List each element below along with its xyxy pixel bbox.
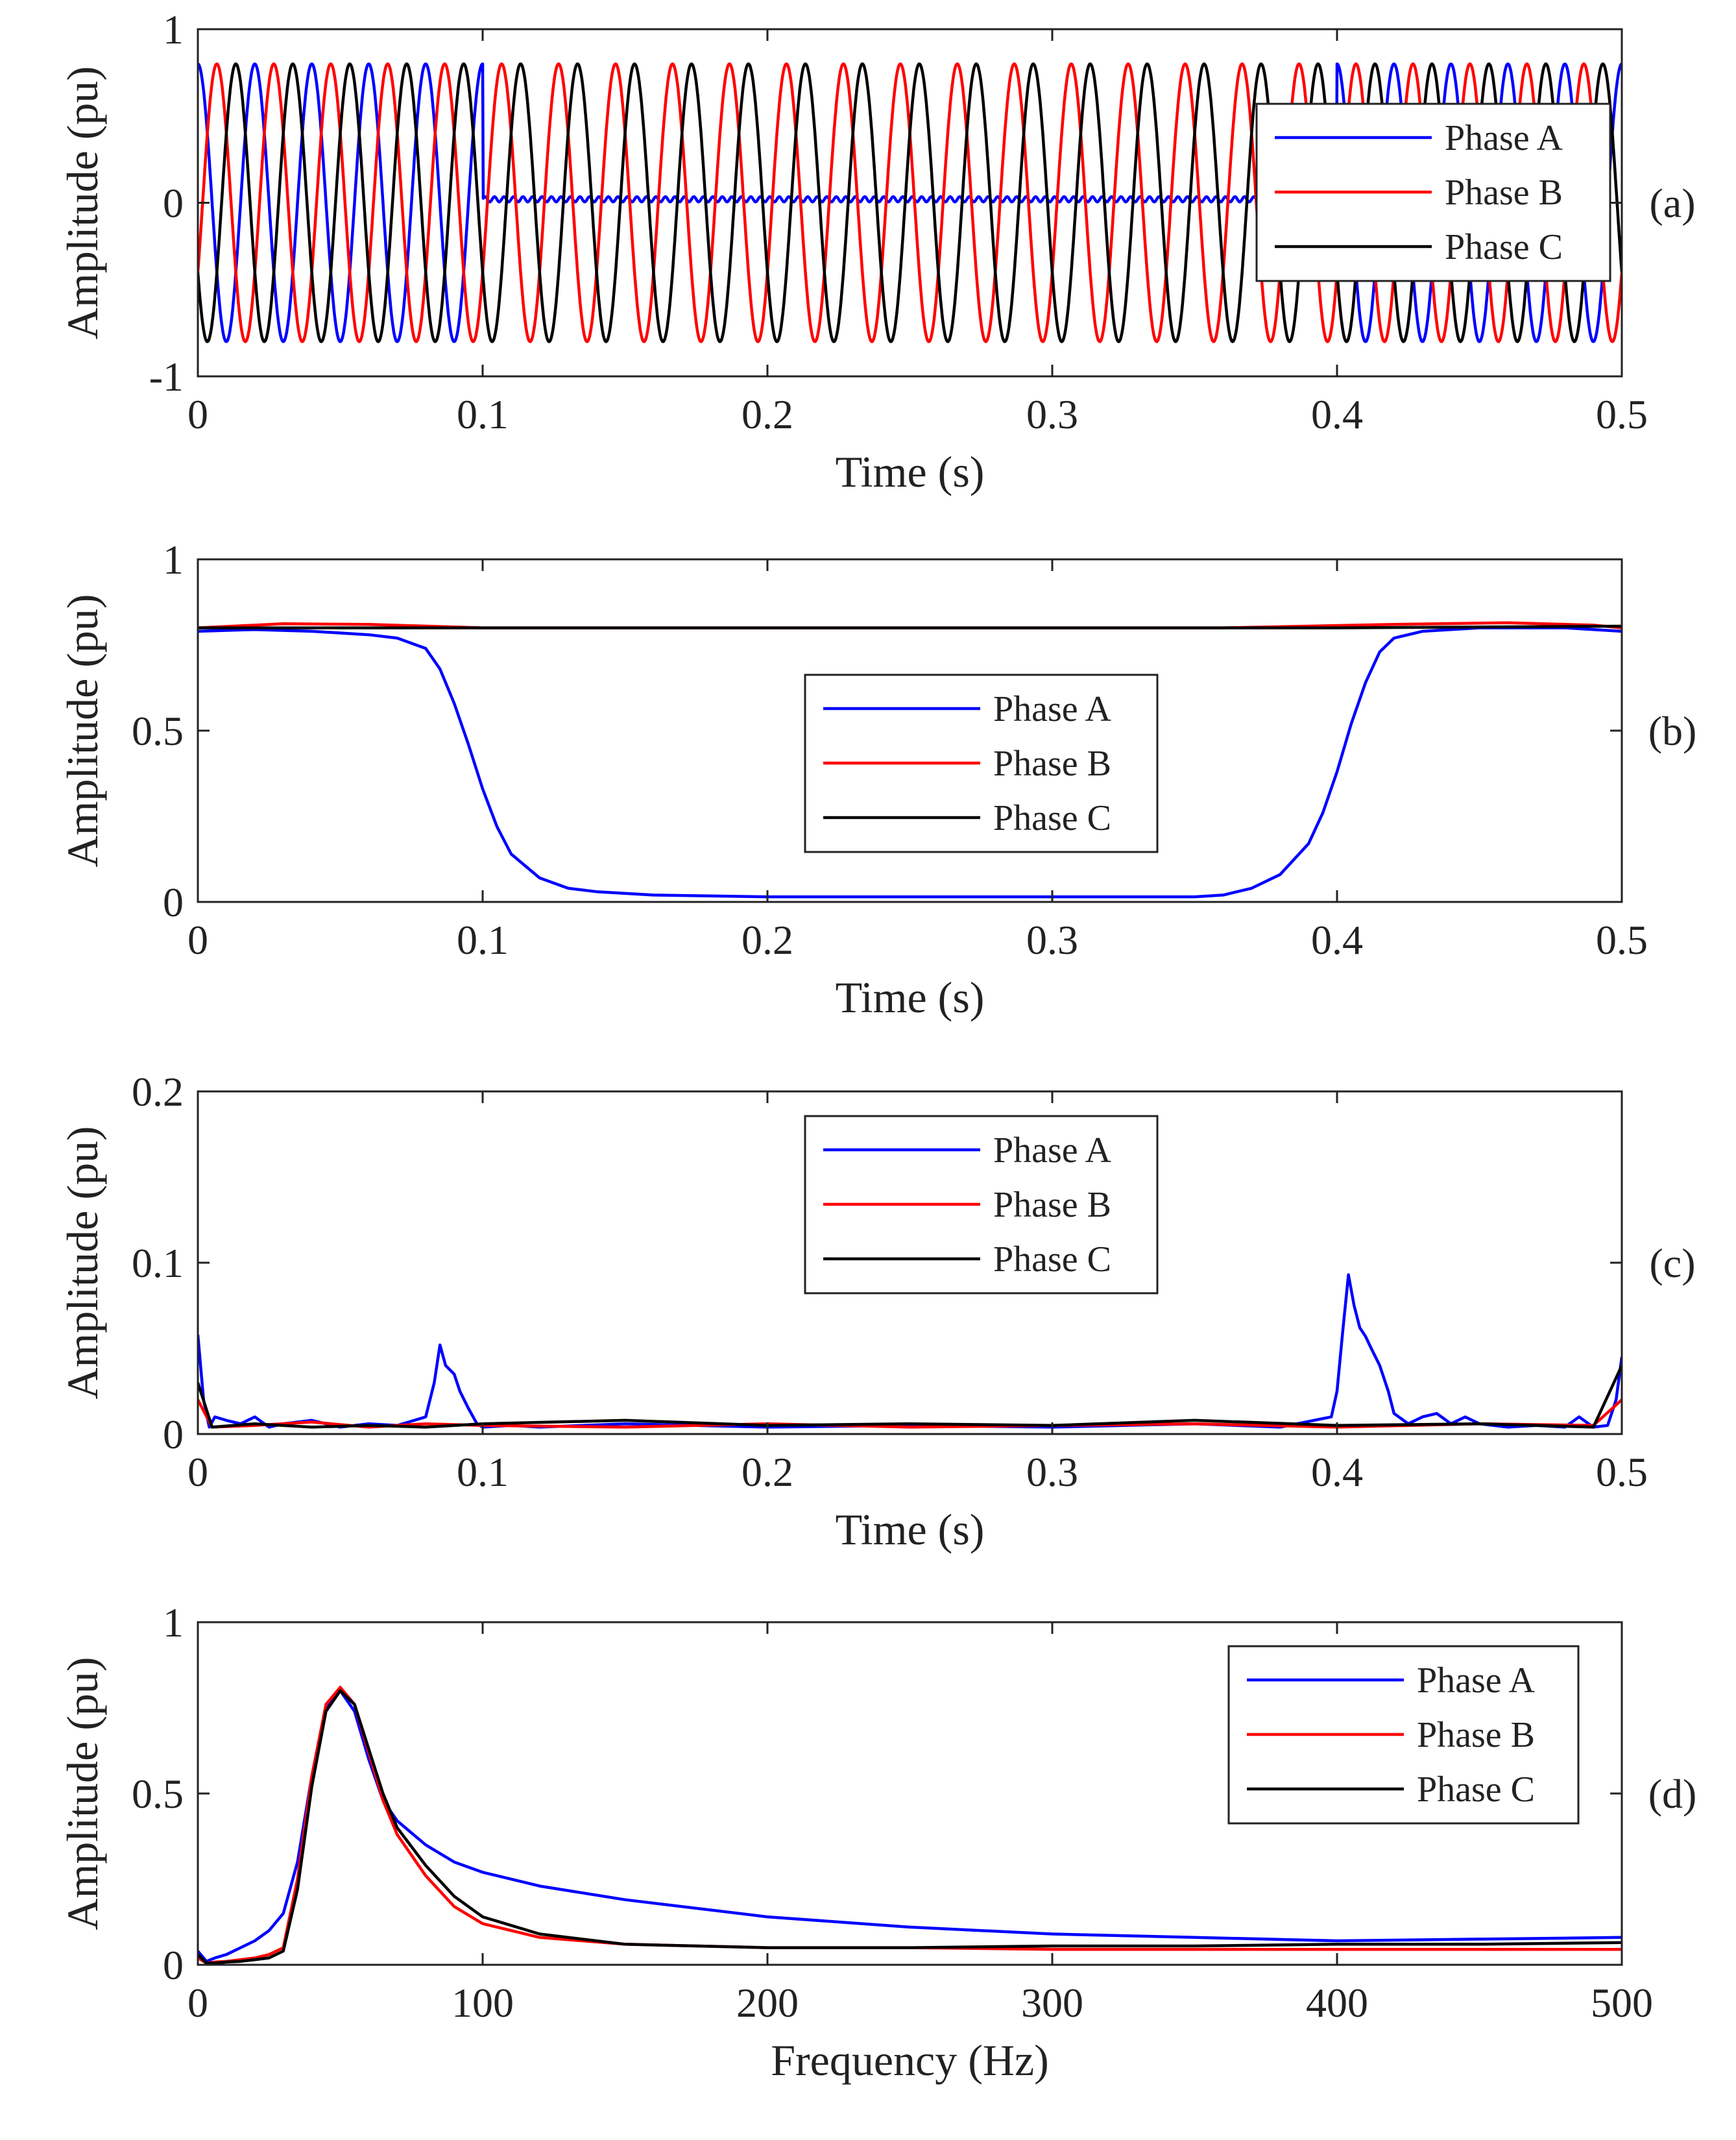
x-axis-label: Time (s): [836, 1505, 985, 1554]
x-tick-label: 0.3: [1026, 391, 1078, 437]
x-tick-label: 0.5: [1596, 917, 1648, 963]
x-tick-label: 0.4: [1311, 1449, 1363, 1495]
series-line-phase-c: [198, 624, 1622, 629]
legend-entry-label: Phase C: [1445, 227, 1563, 267]
legend-entry-label: Phase C: [993, 1239, 1111, 1280]
series-line-phase-c: [198, 1365, 1622, 1429]
legend-entry-label: Phase B: [993, 1185, 1111, 1225]
legend-box: [804, 1115, 1159, 1295]
legend-entry-label: Phase A: [993, 689, 1112, 729]
y-tick-label: 1: [163, 1599, 184, 1646]
x-tick-label: 100: [452, 1980, 514, 2026]
panel-label: (d): [1648, 1771, 1697, 1817]
x-tick-label: 0.5: [1596, 391, 1648, 437]
legend: Phase A Phase B Phase C: [1255, 103, 1611, 282]
x-tick-label: 0: [187, 1980, 208, 2026]
x-tick-label: 0: [187, 1449, 208, 1495]
x-tick-label: 0.1: [457, 391, 509, 437]
y-axis-label: Amplitude (pu): [58, 66, 107, 339]
x-tick-label: 0.2: [741, 917, 793, 963]
y-axis-label: Amplitude (pu): [58, 1657, 107, 1930]
x-tick-label: 300: [1021, 1980, 1083, 2026]
y-tick-label: 1: [163, 537, 184, 583]
x-tick-label: 0.3: [1026, 917, 1078, 963]
y-tick-label: 1: [163, 6, 184, 53]
x-tick-label: 0.1: [457, 917, 509, 963]
x-axis-label: Frequency (Hz): [771, 2036, 1049, 2085]
series-group: [198, 1686, 1622, 1965]
legend-entry-label: Phase C: [993, 798, 1111, 838]
legend: Phase A Phase B Phase C: [1227, 1645, 1580, 1825]
panel-b: 0 0.1 0.2 0.3 0.4 0.5 0 0.5 1 Time (s) Amplitude (…: [58, 537, 1696, 1022]
x-tick-label: 0: [187, 391, 208, 437]
legend: Phase A Phase B Phase C: [804, 1115, 1159, 1295]
legend-entry-label: Phase A: [1417, 1660, 1536, 1701]
x-tick-label: 0.1: [457, 1449, 509, 1495]
panel-label: (c): [1649, 1240, 1695, 1286]
x-tick-label: 200: [736, 1980, 799, 2026]
series-group: [198, 1273, 1622, 1429]
legend: Phase A Phase B Phase C: [804, 674, 1159, 853]
legend-entry-label: Phase B: [1417, 1715, 1535, 1755]
legend-entry-label: Phase B: [1445, 173, 1563, 213]
legend-entry-label: Phase C: [1417, 1769, 1535, 1810]
y-tick-label: 0.2: [132, 1069, 184, 1115]
x-axis-label: Time (s): [836, 973, 985, 1022]
series-line-phase-a: [198, 1273, 1622, 1429]
panel-d: 0 100 200 300 400 500 0 0.5 1 Frequency (Hz) Ampli…: [58, 1599, 1696, 2085]
legend-entry-label: Phase A: [1445, 118, 1563, 158]
y-tick-label: -1: [149, 354, 184, 400]
y-axis-label: Amplitude (pu): [58, 594, 107, 867]
y-tick-label: 0.1: [132, 1240, 184, 1286]
panel-label: (b): [1648, 708, 1697, 754]
x-axis-label: Time (s): [836, 447, 985, 496]
x-tick-label: 0.4: [1311, 917, 1363, 963]
legend-entry-label: Phase B: [993, 744, 1111, 784]
x-tick-label: 500: [1591, 1980, 1653, 2026]
series-line-phase-b: [198, 1686, 1622, 1965]
y-tick-label: 0: [163, 1942, 184, 1988]
x-tick-label: 0.3: [1026, 1449, 1078, 1495]
panel-label: (a): [1649, 180, 1695, 226]
y-tick-label: 0.5: [132, 708, 184, 754]
y-axis-label: Amplitude (pu): [58, 1126, 107, 1399]
panel-c: 0 0.1 0.2 0.3 0.4 0.5 0 0.1 0.2 Time (s) Amplitude…: [58, 1069, 1696, 1554]
x-tick-label: 0.5: [1596, 1449, 1648, 1495]
y-tick-label: 0: [163, 180, 184, 226]
x-tick-label: 0.2: [741, 391, 793, 437]
x-tick-label: 0.4: [1311, 391, 1363, 437]
x-tick-label: 400: [1306, 1980, 1368, 2026]
x-tick-label: 0: [187, 917, 208, 963]
y-tick-label: 0: [163, 879, 184, 925]
x-tick-label: 0.2: [741, 1449, 793, 1495]
y-tick-label: 0.5: [132, 1771, 184, 1817]
series-line-phase-c: [198, 1689, 1622, 1965]
legend-entry-label: Phase A: [993, 1130, 1112, 1171]
y-tick-label: 0: [163, 1411, 184, 1457]
